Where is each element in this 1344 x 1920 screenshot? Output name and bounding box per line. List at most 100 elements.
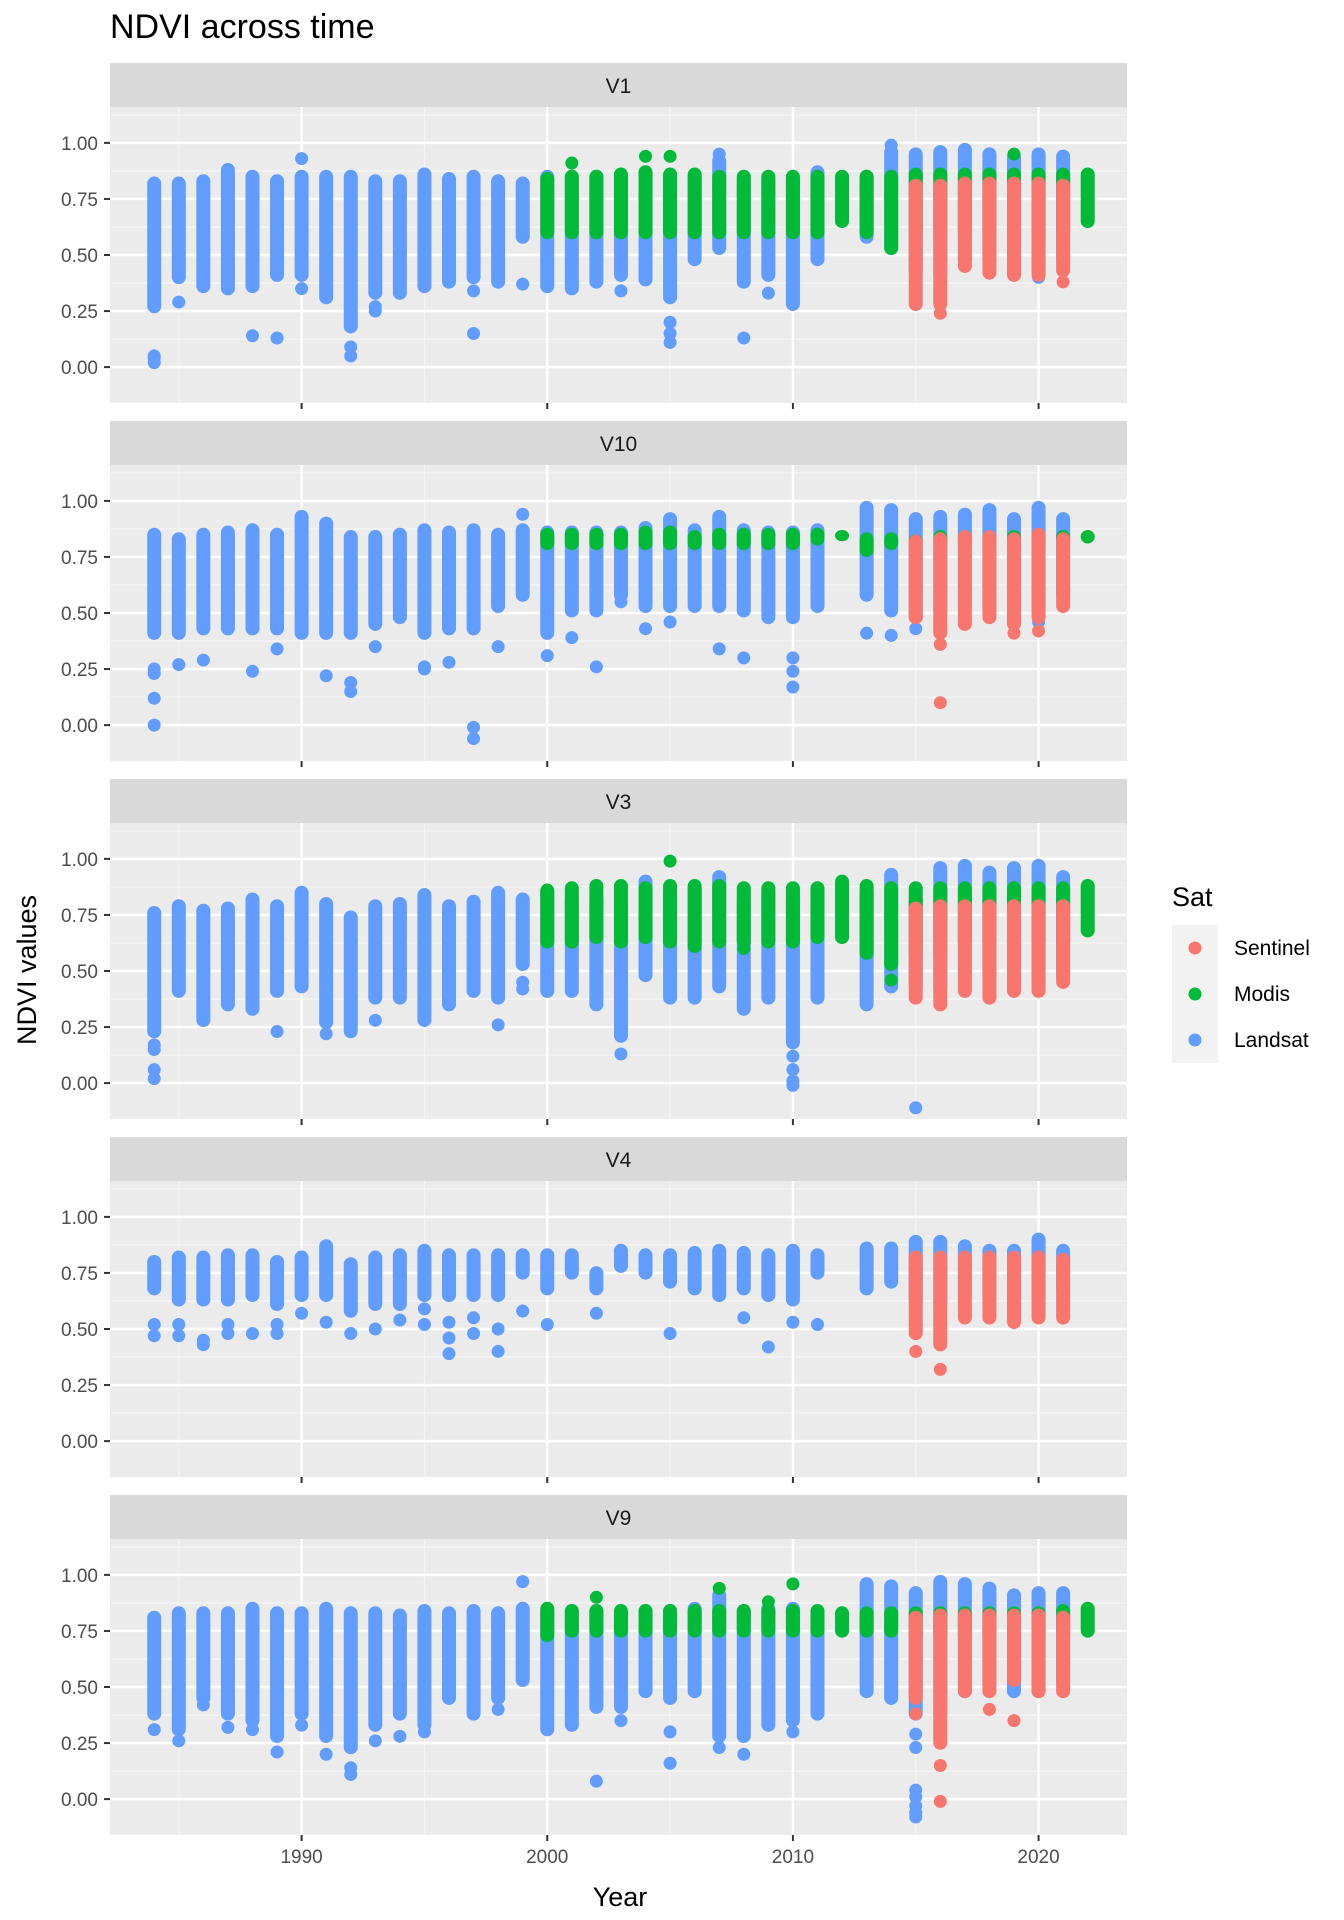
data-point: [270, 1326, 284, 1340]
point-column: [442, 899, 456, 1012]
point-column: [1080, 1601, 1095, 1638]
point-column: [417, 888, 432, 1028]
point-column: [442, 1248, 456, 1303]
data-point: [417, 1318, 431, 1332]
facet-panels: V1 0.00 0.25 0.50 0.75 1.00 V10 0.00 0.25 0.50 0.7…: [61, 63, 1127, 1841]
point-column: [491, 1606, 506, 1705]
data-point: [516, 507, 530, 521]
data-point: [147, 1042, 161, 1056]
point-column: [835, 169, 850, 229]
data-point: [1007, 147, 1021, 161]
point-column: [515, 892, 530, 971]
data-point: [467, 720, 481, 734]
facet-panel-v10: V10 0.00 0.25 0.50 0.75 1.00: [61, 421, 1127, 767]
data-point: [884, 973, 898, 987]
point-column: [687, 1246, 702, 1296]
y-tick-label: 0.75: [61, 1264, 98, 1285]
point-column: [491, 1248, 506, 1303]
data-point: [442, 1315, 456, 1329]
point-column: [712, 169, 727, 240]
data-point: [245, 1723, 259, 1737]
point-column: [638, 525, 653, 551]
y-tick-label: 0.75: [61, 190, 98, 211]
point-column: [884, 881, 899, 971]
data-point: [270, 642, 284, 656]
point-column: [884, 1606, 899, 1638]
data-point: [368, 304, 382, 318]
point-column: [319, 897, 334, 1030]
data-point: [933, 1362, 947, 1376]
legend: Sat Sentinel Modis Landsat: [1172, 882, 1310, 1063]
point-column: [908, 901, 923, 1005]
point-column: [171, 1606, 186, 1737]
point-column: [736, 1604, 751, 1638]
data-point: [393, 1729, 407, 1743]
series-sentinel: [908, 899, 1071, 1012]
facet-panel-v1: V1 0.00 0.25 0.50 0.75 1.00: [61, 63, 1127, 409]
point-column: [785, 1243, 800, 1307]
data-point: [933, 293, 947, 307]
point-column: [1007, 1250, 1021, 1329]
point-column: [392, 527, 407, 625]
point-column: [810, 527, 825, 546]
point-column: [491, 527, 506, 613]
chart-title: NDVI across time: [110, 8, 375, 46]
data-point: [663, 335, 677, 349]
point-column: [1080, 167, 1095, 229]
point-column: [343, 1606, 358, 1755]
point-column: [810, 881, 825, 945]
point-column: [270, 1606, 285, 1744]
data-point: [295, 152, 309, 166]
series-landsat: [147, 1232, 1071, 1361]
point-column: [220, 1606, 235, 1721]
data-point: [540, 649, 554, 663]
x-axis-label: Year: [593, 1882, 648, 1912]
point-column: [368, 1250, 383, 1312]
point-column: [1056, 1252, 1071, 1325]
point-column: [294, 885, 309, 994]
data-point: [270, 331, 284, 345]
point-column: [1056, 532, 1071, 613]
point-column: [564, 527, 579, 551]
point-column: [196, 903, 211, 1028]
point-column: [515, 176, 530, 244]
point-column: [220, 1248, 235, 1307]
data-point: [884, 628, 898, 642]
point-column: [982, 1608, 997, 1699]
point-column: [859, 169, 874, 240]
data-point: [663, 315, 677, 329]
data-point: [368, 640, 382, 654]
y-tick-label: 0.25: [61, 660, 98, 681]
data-point: [221, 1318, 235, 1332]
point-column: [1007, 899, 1021, 998]
data-point: [786, 1031, 800, 1045]
point-column: [638, 881, 653, 945]
point-column: [589, 879, 604, 945]
data-point: [344, 684, 358, 698]
y-tick-label: 0.75: [61, 1622, 98, 1643]
data-point: [933, 1758, 947, 1772]
point-column: [982, 1250, 997, 1325]
point-column: [908, 534, 923, 625]
data-point: [147, 691, 161, 705]
data-point: [172, 1734, 186, 1748]
point-column: [957, 899, 972, 998]
point-column: [589, 527, 604, 551]
data-point: [761, 1340, 775, 1354]
point-column: [785, 881, 800, 949]
point-column: [343, 1257, 358, 1318]
data-point: [344, 1767, 358, 1781]
point-column: [515, 1601, 530, 1687]
point-column: [294, 169, 309, 282]
point-column: [810, 1248, 825, 1280]
data-point: [270, 1318, 284, 1332]
x-tick-label: 2020: [1017, 1847, 1059, 1868]
data-point: [933, 637, 947, 651]
point-column: [196, 174, 211, 294]
point-column: [220, 525, 235, 636]
data-point: [270, 1745, 284, 1759]
data-point: [639, 622, 653, 636]
point-column: [933, 532, 948, 640]
data-point: [221, 1720, 235, 1734]
data-point: [909, 1707, 923, 1721]
